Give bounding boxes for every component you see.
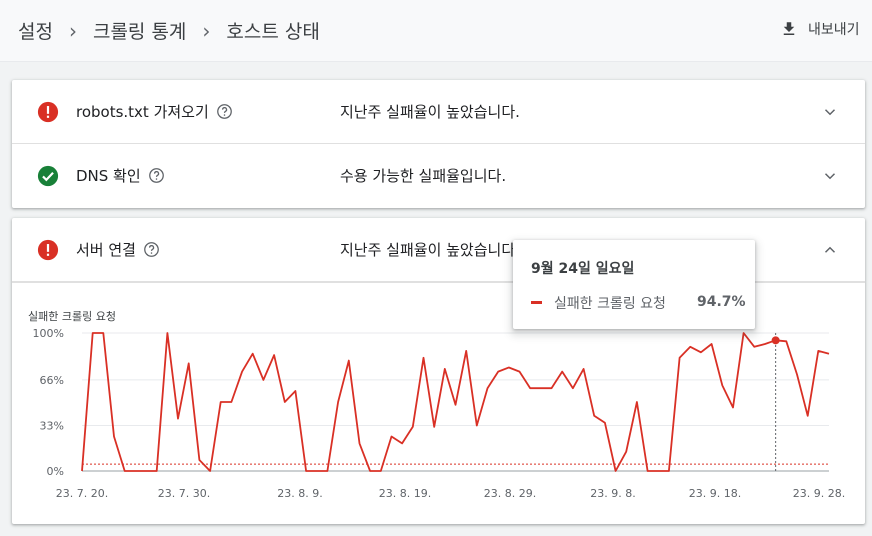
chart-title: 실패한 크롤링 요청 (28, 310, 116, 323)
chart-tooltip: 9월 24일 일요일 실패한 크롤링 요청 94.7% (513, 240, 755, 329)
tooltip-series-key (531, 301, 542, 304)
tooltip-date: 9월 24일 일요일 (531, 261, 635, 277)
x-tick-label: 23. 8. 19. (379, 487, 431, 500)
download-icon (783, 22, 795, 35)
row-summary: 수용 가능한 실패율입니다. (340, 167, 507, 185)
help-icon[interactable] (143, 241, 160, 258)
export-label: 내보내기 (808, 22, 860, 38)
x-tick-label: 23. 9. 28. (793, 487, 845, 500)
failed-crawl-chart[interactable]: 실패한 크롤링 요청 100% 66% 33% 0% 23. 7. 20. 23. 7. 3… (12, 283, 865, 525)
x-tick-label: 23. 9. 8. (590, 487, 635, 500)
error-icon (37, 239, 59, 261)
status-card-top: robots.txt 가져오기 지난주 실패율이 높았습니다. DNS 확인 수… (12, 80, 865, 208)
status-row-label: DNS 확인 (76, 165, 165, 186)
row-name: DNS 확인 (76, 167, 141, 185)
tooltip-value: 94.7% (697, 294, 746, 310)
row-summary: 지난주 실패율이 높았습니다. (340, 241, 520, 259)
chevron-up-icon[interactable] (821, 241, 839, 259)
y-tick-label: 33% (40, 419, 64, 432)
status-row-label: robots.txt 가져오기 (76, 101, 233, 122)
page-header: 설정 › 크롤링 통계 › 호스트 상태 내보내기 (0, 0, 872, 62)
row-name: 서버 연결 (76, 241, 136, 259)
error-icon (37, 101, 59, 123)
chevron-right-icon: › (202, 18, 211, 43)
series-line (81, 332, 830, 472)
chevron-right-icon: › (68, 18, 77, 43)
status-row-server[interactable]: 서버 연결 지난주 실패율이 높았습니다. (12, 218, 865, 282)
breadcrumb-settings[interactable]: 설정 (18, 21, 53, 43)
y-tick-label: 100% (33, 327, 64, 340)
x-tick-label: 23. 9. 18. (689, 487, 741, 500)
row-summary: 지난주 실패율이 높았습니다. (340, 103, 520, 121)
tooltip-series-name: 실패한 크롤링 요청 (554, 296, 666, 312)
chart-area: 실패한 크롤링 요청 100% 66% 33% 0% 23. 7. 20. 23. 7. 3… (12, 282, 865, 524)
help-icon[interactable] (148, 167, 165, 184)
y-tick-label: 66% (40, 374, 64, 387)
row-name: robots.txt 가져오기 (76, 103, 209, 121)
hover-point (771, 336, 780, 345)
y-tick-label: 0% (47, 465, 64, 478)
status-row-label: 서버 연결 (76, 239, 160, 260)
export-button[interactable]: 내보내기 (780, 19, 860, 39)
chevron-down-icon[interactable] (821, 103, 839, 121)
x-tick-label: 23. 7. 30. (158, 487, 210, 500)
breadcrumb: 설정 › 크롤링 통계 › 호스트 상태 (18, 17, 320, 44)
x-tick-label: 23. 8. 29. (484, 487, 536, 500)
x-tick-label: 23. 7. 20. (56, 487, 108, 500)
breadcrumb-host-status: 호스트 상태 (226, 21, 320, 43)
help-icon[interactable] (216, 103, 233, 120)
status-row-robots[interactable]: robots.txt 가져오기 지난주 실패율이 높았습니다. (12, 80, 865, 144)
breadcrumb-crawl-stats[interactable]: 크롤링 통계 (92, 21, 187, 43)
check-circle-icon (37, 165, 59, 187)
status-row-dns[interactable]: DNS 확인 수용 가능한 실패율입니다. (12, 144, 865, 208)
chevron-down-icon[interactable] (821, 167, 839, 185)
x-tick-label: 23. 8. 9. (277, 487, 322, 500)
